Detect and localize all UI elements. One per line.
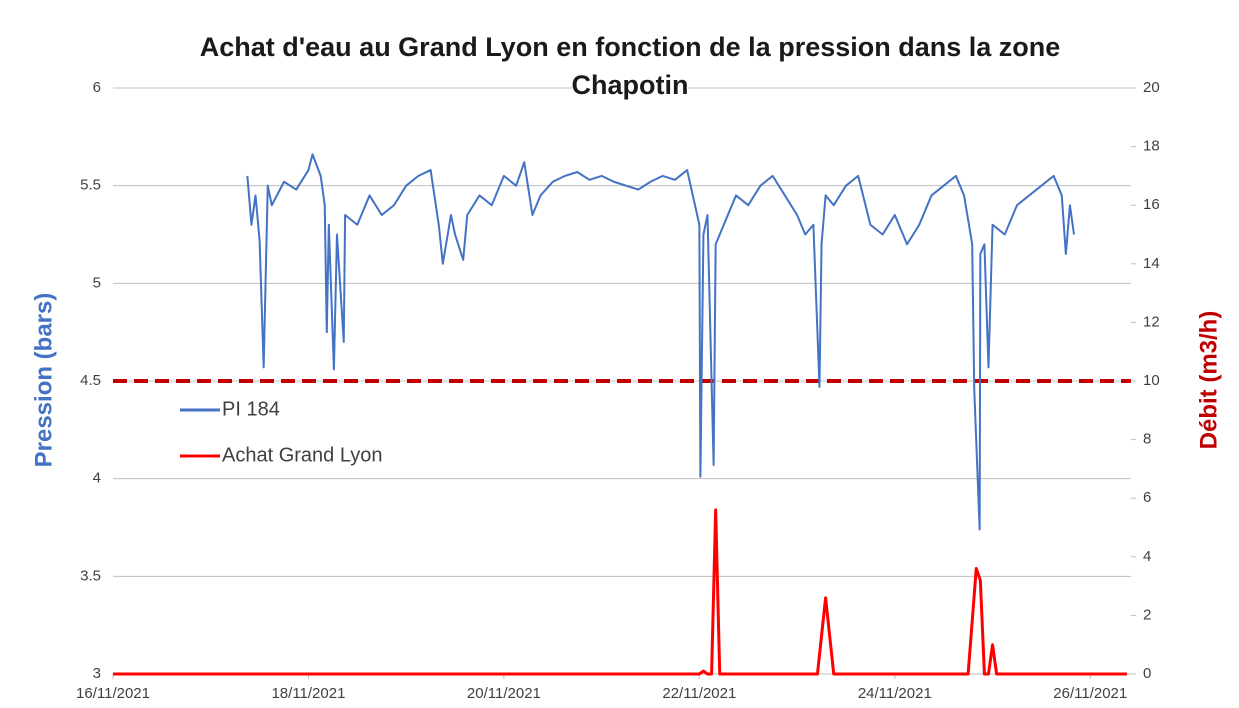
y-tick-label: 5.5 [80, 177, 101, 194]
y-tick-label: 5 [93, 274, 101, 291]
y2-tick-label: 14 [1143, 255, 1160, 272]
y-tick-label: 3.5 [80, 567, 101, 584]
y2-tick-label: 8 [1143, 431, 1151, 448]
chart-title-text: Achat d'eau au Grand Lyon en fonction de… [199, 32, 1061, 100]
x-tick-label: 26/11/2021 [1053, 685, 1127, 702]
series-line [246, 153, 1075, 531]
y2-tick-label: 16 [1143, 196, 1160, 213]
x-tick-label: 22/11/2021 [662, 685, 736, 702]
x-tick-label: 24/11/2021 [858, 685, 932, 702]
y2-tick-label: 0 [1143, 665, 1151, 682]
y-tick-label: 4 [93, 470, 101, 487]
x-tick-label: 20/11/2021 [467, 685, 541, 702]
y-tick-label: 3 [93, 665, 101, 682]
y2-tick-label: 2 [1143, 606, 1151, 623]
y2-tick-label: 10 [1143, 372, 1160, 389]
y-tick-label: 4.5 [80, 372, 101, 389]
y-axis-title: Pression (bars) [30, 293, 57, 468]
y2-tick-label: 20 [1143, 79, 1160, 96]
y2-tick-label: 18 [1143, 138, 1160, 155]
y2-tick-label: 4 [1143, 548, 1151, 565]
y2-tick-label: 12 [1143, 313, 1160, 330]
y2-axis-title: Débit (m3/h) [1195, 311, 1222, 450]
x-tick-label: 16/11/2021 [76, 685, 150, 702]
series-line [113, 508, 1127, 676]
legend-label: Achat Grand Lyon [222, 444, 382, 466]
y-tick-label: 6 [93, 79, 101, 96]
chart-title: Achat d'eau au Grand Lyon en fonction de… [150, 28, 1110, 104]
legend-label: PI 184 [222, 398, 280, 420]
y2-tick-label: 6 [1143, 489, 1151, 506]
x-tick-label: 18/11/2021 [271, 685, 345, 702]
